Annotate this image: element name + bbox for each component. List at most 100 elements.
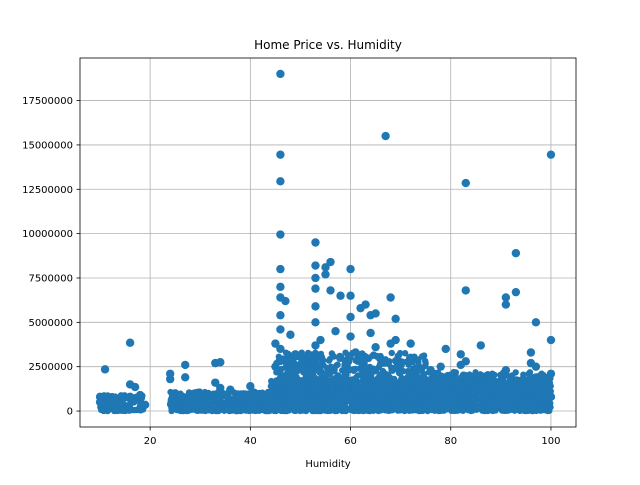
data-point	[458, 388, 465, 396]
data-point	[311, 284, 320, 293]
data-point	[496, 380, 506, 389]
data-point	[208, 407, 216, 415]
data-point	[547, 399, 554, 407]
data-point	[476, 341, 486, 350]
data-point	[444, 385, 451, 392]
data-point	[362, 382, 369, 389]
data-point	[426, 366, 435, 375]
data-point	[336, 291, 345, 300]
data-point	[506, 376, 516, 386]
data-point	[262, 403, 269, 411]
y-tick-label: 15000000	[22, 140, 73, 151]
data-point	[376, 371, 385, 380]
data-point	[246, 404, 253, 412]
data-point	[373, 353, 380, 360]
data-point	[130, 382, 140, 392]
data-point	[422, 357, 429, 365]
data-point	[135, 390, 145, 400]
data-point	[287, 397, 294, 405]
data-point	[389, 367, 396, 374]
data-point	[397, 406, 404, 414]
data-point	[324, 403, 331, 410]
data-point	[430, 375, 437, 383]
data-point	[286, 371, 295, 380]
data-point	[531, 318, 541, 327]
data-point	[185, 407, 192, 414]
data-point	[366, 328, 375, 338]
data-point	[245, 390, 253, 397]
data-point	[525, 394, 532, 402]
data-point	[203, 407, 210, 414]
x-tick-label: 80	[444, 436, 457, 447]
data-point	[444, 406, 451, 413]
data-point	[308, 386, 315, 393]
y-tick-label: 2500000	[28, 362, 73, 373]
data-point	[306, 351, 315, 361]
data-point	[299, 392, 307, 399]
data-point	[326, 286, 335, 295]
data-point	[255, 406, 262, 414]
data-point	[546, 392, 556, 402]
data-point	[266, 389, 275, 398]
data-point	[459, 407, 467, 414]
data-point	[240, 406, 247, 414]
data-point	[233, 407, 241, 415]
data-point	[216, 358, 225, 367]
data-point	[341, 385, 350, 394]
data-point	[276, 311, 285, 320]
data-point	[305, 398, 312, 405]
data-point	[268, 397, 275, 404]
data-point	[371, 342, 380, 352]
data-point	[396, 360, 405, 370]
data-point	[418, 353, 426, 360]
data-point	[281, 296, 290, 306]
data-point	[461, 178, 470, 188]
y-tick-label: 17500000	[22, 96, 73, 107]
data-point	[276, 325, 285, 334]
data-point	[501, 293, 511, 302]
data-point	[431, 389, 440, 398]
data-point	[278, 398, 285, 405]
data-point	[334, 361, 341, 368]
y-tick-label: 0	[67, 407, 73, 418]
data-point	[221, 390, 230, 400]
data-point	[331, 374, 340, 384]
data-point	[196, 397, 205, 407]
data-point	[393, 397, 400, 404]
data-point	[276, 69, 285, 79]
data-point	[317, 350, 325, 358]
data-point	[436, 362, 445, 371]
data-point	[381, 131, 390, 141]
data-point	[330, 353, 338, 360]
data-point	[181, 373, 190, 382]
data-point	[466, 373, 475, 382]
data-point	[316, 367, 325, 377]
y-axis-ticks: 0 2500000 5000000 7500000 10000000 12500000 15…	[22, 96, 80, 418]
data-point	[123, 403, 131, 410]
data-point	[453, 383, 461, 391]
data-point	[413, 400, 420, 408]
data-point	[276, 282, 285, 292]
data-point	[276, 150, 285, 159]
data-point	[356, 353, 365, 363]
data-point	[371, 309, 380, 318]
data-point	[346, 377, 353, 384]
data-point	[311, 273, 320, 283]
data-point	[346, 406, 354, 413]
data-point	[461, 357, 470, 366]
data-point	[546, 369, 556, 378]
data-point	[406, 394, 413, 401]
data-point	[324, 398, 332, 405]
data-point	[346, 312, 355, 322]
data-point	[394, 354, 401, 361]
data-point	[488, 381, 495, 389]
data-point	[481, 390, 491, 400]
data-point	[464, 406, 472, 414]
data-point	[346, 264, 355, 274]
data-point	[278, 365, 285, 373]
data-point	[294, 378, 301, 385]
data-point	[311, 341, 320, 350]
data-point	[511, 407, 518, 414]
data-point	[316, 362, 323, 370]
